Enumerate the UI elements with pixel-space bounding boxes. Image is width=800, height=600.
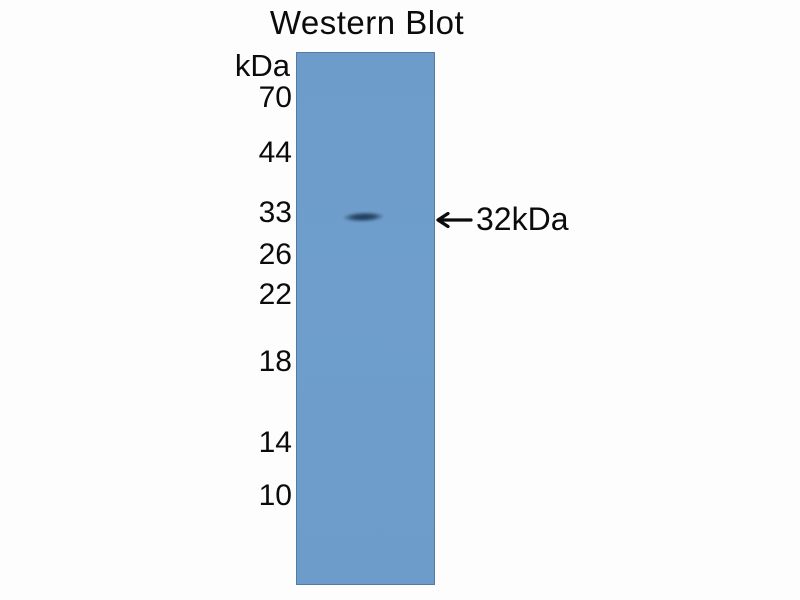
ladder-marker-label: 26 — [258, 238, 292, 271]
ladder-marker-label: 70 — [258, 81, 292, 114]
ladder-marker-label: 10 — [258, 479, 292, 512]
band-annotation: 32kDa — [435, 200, 569, 238]
ladder-marker-label: 14 — [258, 426, 292, 459]
band-weight-label: 32kDa — [476, 201, 569, 237]
ladder-marker-label: 18 — [258, 345, 292, 378]
left-arrow-icon — [436, 211, 473, 229]
ladder-markers: 70 44 33 26 22 18 14 10 — [0, 0, 292, 600]
protein-band — [336, 210, 391, 224]
ladder-marker-label: 33 — [258, 196, 292, 229]
blot-lane — [296, 52, 435, 585]
figure-title: Western Blot — [269, 4, 465, 41]
ladder-marker-label: 22 — [258, 278, 292, 311]
unit-label: kDa — [234, 48, 290, 83]
ladder-marker-label: 44 — [258, 136, 292, 169]
